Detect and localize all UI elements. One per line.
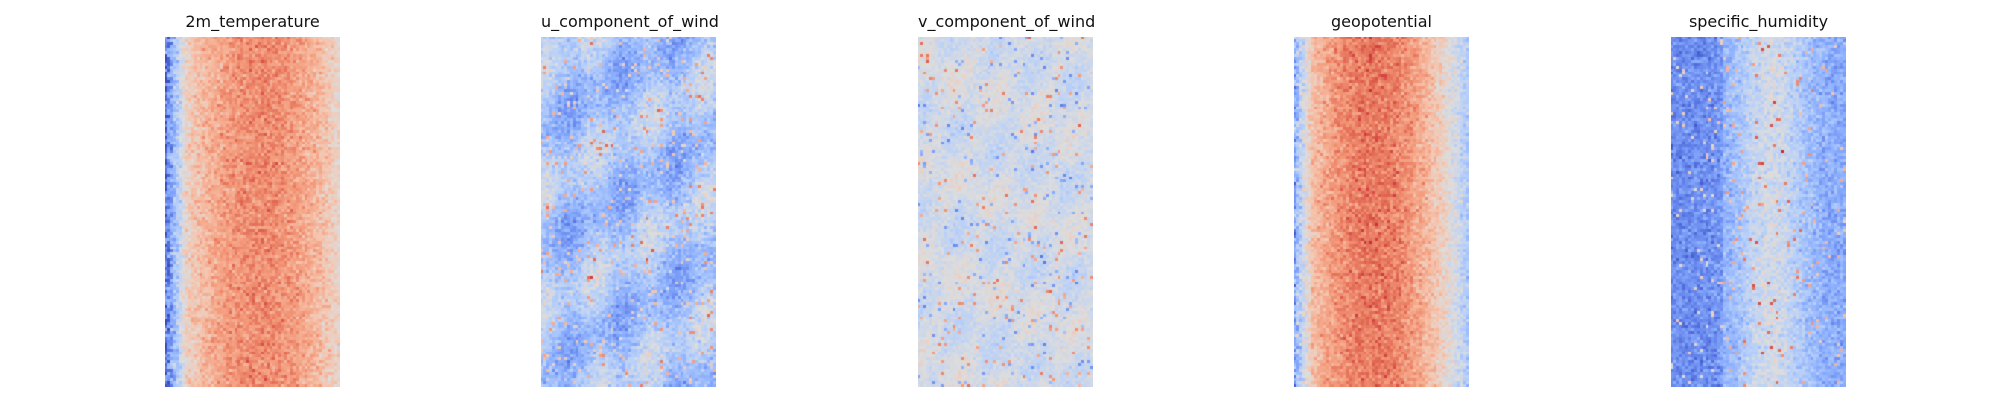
heatmap-geopotential: [1294, 37, 1469, 387]
panel-title: 2m_temperature: [185, 12, 320, 31]
heatmap-2m-temperature: [165, 37, 340, 387]
panel-title: v_component_of_wind: [918, 12, 1096, 31]
heatmap-u-component-of-wind: [541, 37, 716, 387]
panel-title: u_component_of_wind: [541, 12, 719, 31]
heatmap-v-component-of-wind: [918, 37, 1093, 387]
heatmap-specific-humidity: [1671, 37, 1846, 387]
panel-title: specific_humidity: [1688, 12, 1829, 31]
panel-title: geopotential: [1331, 12, 1432, 31]
